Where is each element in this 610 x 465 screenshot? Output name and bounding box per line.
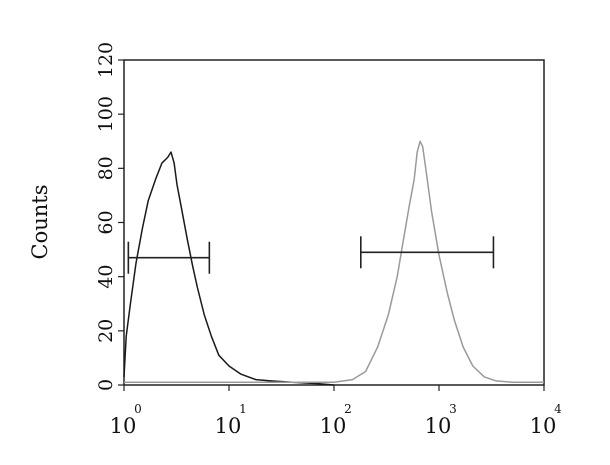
series-layer bbox=[123, 140, 544, 386]
x-tick-exponent: 0 bbox=[134, 402, 142, 416]
y-axis-title: Counts bbox=[28, 185, 52, 260]
y-tick-label: 80 bbox=[95, 156, 117, 180]
x-tick-exponent: 1 bbox=[239, 402, 247, 416]
plot-frame bbox=[123, 59, 545, 386]
y-tick-label: 0 bbox=[95, 379, 117, 391]
y-tick-label: 100 bbox=[95, 96, 117, 132]
x-tick-exponent: 2 bbox=[344, 402, 352, 416]
x-tick-label: 10 bbox=[215, 414, 242, 438]
x-tick-label: 10 bbox=[425, 414, 452, 438]
x-tick-label: 10 bbox=[320, 414, 347, 438]
y-tick-label: 120 bbox=[95, 42, 117, 78]
y-axis-ticks: 0 20 40 60 80 100 120 bbox=[95, 42, 124, 391]
y-tick-label: 40 bbox=[95, 265, 117, 289]
y-tick-label: 60 bbox=[95, 210, 117, 234]
histogram-series-2 bbox=[124, 140, 544, 384]
x-tick-label: 10 bbox=[530, 414, 557, 438]
range-marker-1 bbox=[127, 241, 211, 274]
annotation-layer bbox=[127, 236, 495, 274]
x-tick-label: 10 bbox=[110, 414, 137, 438]
range-marker-2 bbox=[360, 236, 495, 269]
y-tick-label: 20 bbox=[95, 319, 117, 343]
x-tick-exponent: 4 bbox=[554, 402, 562, 416]
histogram-series-1 bbox=[123, 151, 335, 386]
x-tick-exponent: 3 bbox=[449, 402, 457, 416]
